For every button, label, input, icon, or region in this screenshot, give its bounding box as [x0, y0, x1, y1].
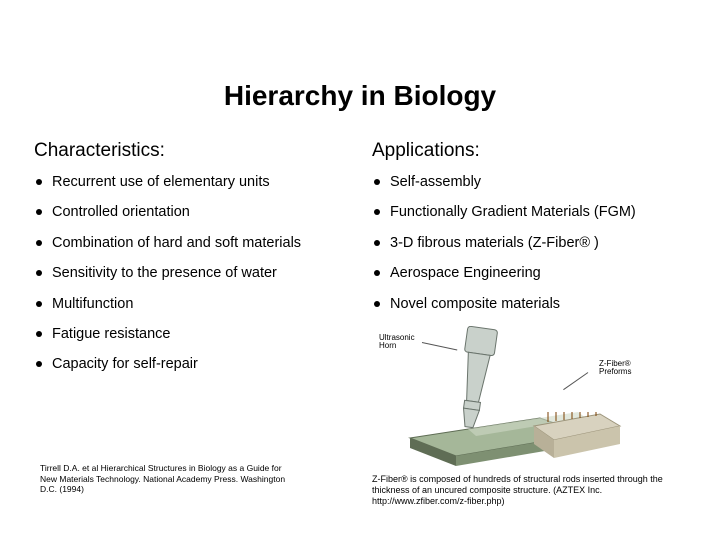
list-item: Fatigue resistance: [34, 326, 348, 343]
characteristics-heading: Characteristics:: [34, 140, 348, 162]
list-item: Recurrent use of elementary units: [34, 174, 348, 191]
list-item: Novel composite materials: [372, 296, 686, 313]
characteristics-list: Recurrent use of elementary units Contro…: [34, 174, 348, 374]
list-item: Sensitivity to the presence of water: [34, 265, 348, 282]
page-title: Hierarchy in Biology: [34, 80, 686, 112]
applications-list: Self-assembly Functionally Gradient Mate…: [372, 174, 686, 313]
list-item: Controlled orientation: [34, 204, 348, 221]
list-item: Aerospace Engineering: [372, 265, 686, 282]
list-item: Functionally Gradient Materials (FGM): [372, 204, 686, 221]
list-item: Capacity for self-repair: [34, 356, 348, 373]
figure-label-horn: Ultrasonic Horn: [378, 334, 424, 350]
list-item: 3-D fibrous materials (Z-Fiber® ): [372, 235, 686, 252]
figure-caption: Z-Fiber® is composed of hundreds of stru…: [372, 474, 686, 506]
preform-icon: [530, 412, 626, 464]
figure-label-preform: Z-Fiber® Preforms: [598, 360, 646, 376]
zfiber-figure: Ultrasonic Horn Z-Fiber® Preforms: [372, 326, 632, 466]
two-column-layout: Characteristics: Recurrent use of elemen…: [34, 140, 686, 506]
slide: Hierarchy in Biology Characteristics: Re…: [0, 0, 720, 540]
list-item: Self-assembly: [372, 174, 686, 191]
list-item: Multifunction: [34, 296, 348, 313]
list-item: Combination of hard and soft materials: [34, 235, 348, 252]
applications-heading: Applications:: [372, 140, 686, 162]
characteristics-column: Characteristics: Recurrent use of elemen…: [34, 140, 362, 506]
citation-text: Tirrell D.A. et al Hierarchical Structur…: [40, 463, 300, 494]
applications-column: Applications: Self-assembly Functionally…: [362, 140, 686, 506]
